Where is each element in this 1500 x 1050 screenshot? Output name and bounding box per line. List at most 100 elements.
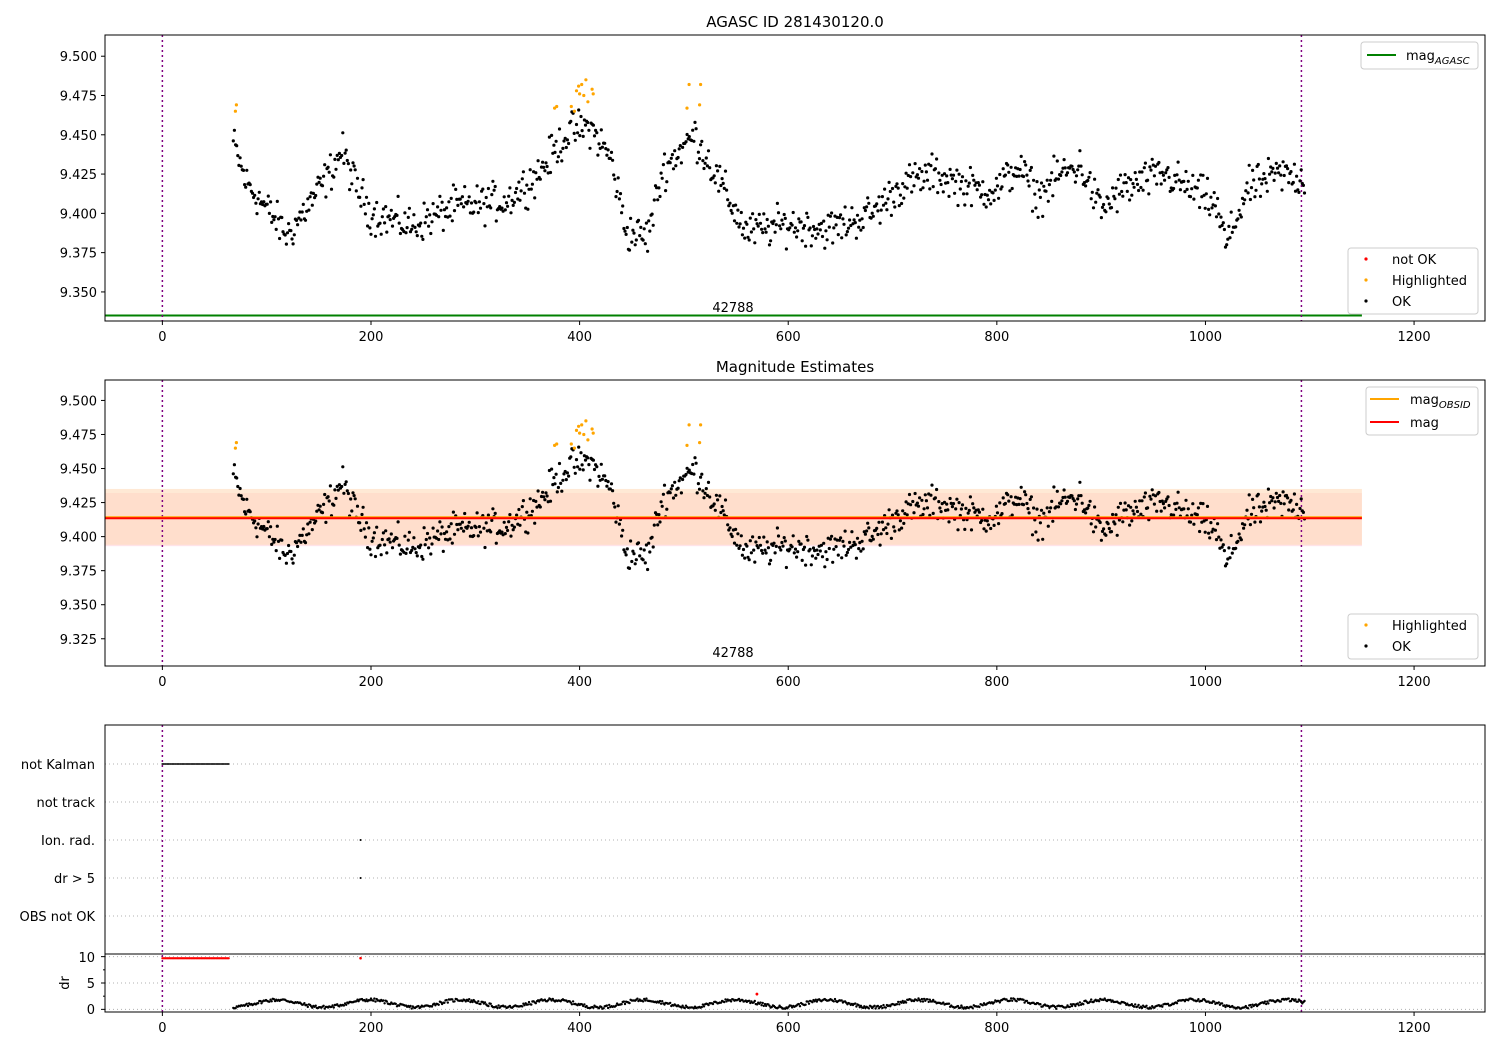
dr-point <box>372 999 375 1002</box>
ok-point <box>957 501 961 505</box>
ok-point <box>578 467 582 471</box>
highlighted-point <box>586 100 590 104</box>
ok-point <box>685 132 689 137</box>
ok-point <box>900 526 904 530</box>
dr-point <box>942 1001 945 1004</box>
ok-point <box>521 499 526 503</box>
ok-point <box>925 178 930 182</box>
ok-point <box>639 547 643 551</box>
ok-point <box>1273 500 1277 504</box>
ok-point <box>760 548 764 553</box>
flag-point-not-kalman <box>227 763 230 765</box>
panel2-frame <box>104 379 1486 667</box>
ok-point <box>823 565 827 569</box>
ok-point <box>1264 181 1268 185</box>
dr-point <box>234 1007 237 1010</box>
ok-point <box>769 239 773 243</box>
ok-point <box>326 165 330 169</box>
ok-point <box>678 144 682 148</box>
ok-point <box>543 498 547 502</box>
ok-point <box>955 168 959 172</box>
ok-point <box>841 217 845 221</box>
ok-point <box>447 200 451 204</box>
ok-point <box>945 174 949 178</box>
ok-point <box>766 546 771 550</box>
ok-point <box>1272 506 1276 510</box>
ok-point <box>458 197 462 201</box>
ok-point <box>703 161 707 165</box>
ok-point <box>852 218 856 222</box>
ok-point <box>1277 171 1281 175</box>
ok-point <box>307 532 311 536</box>
ok-point <box>421 237 425 241</box>
flag-point-not-kalman <box>177 763 180 765</box>
ok-point <box>290 237 294 241</box>
ok-point <box>1143 491 1147 495</box>
ok-point <box>390 224 395 228</box>
ok-point <box>1220 223 1224 227</box>
ok-point <box>244 512 248 516</box>
dr-point <box>365 998 368 1001</box>
ok-point <box>289 549 293 554</box>
ok-point <box>1140 170 1144 174</box>
ok-point <box>895 182 899 186</box>
dr-point <box>1249 1003 1252 1007</box>
dr-point <box>1009 997 1013 1000</box>
ok-point <box>287 222 291 226</box>
ok-point <box>1146 178 1150 182</box>
ok-point <box>346 162 350 166</box>
ok-point <box>378 221 382 225</box>
ok-point <box>1093 177 1097 181</box>
ok-point <box>1133 499 1137 503</box>
ok-point <box>561 146 565 150</box>
ok-point <box>1029 165 1033 170</box>
ok-point <box>431 202 435 206</box>
dr-point <box>916 999 919 1002</box>
ok-point <box>946 181 950 185</box>
ok-point <box>1042 184 1046 188</box>
ok-point <box>1134 505 1138 509</box>
x-tick-label: 1000 <box>1189 1021 1222 1036</box>
ok-point <box>1177 506 1181 510</box>
ok-point <box>1174 180 1178 184</box>
ok-point <box>299 218 303 222</box>
ok-point <box>1032 506 1036 510</box>
ok-point <box>845 550 850 555</box>
dr-point <box>900 1001 903 1004</box>
ok-point <box>1164 171 1168 175</box>
dr-point <box>681 1004 684 1007</box>
ok-point <box>358 521 362 525</box>
ok-point <box>728 526 732 530</box>
dr-point <box>832 1000 835 1003</box>
ok-point <box>871 537 875 541</box>
ok-point <box>491 507 495 511</box>
ok-point <box>297 539 301 543</box>
ok-point <box>1019 485 1023 489</box>
ok-point <box>800 558 804 563</box>
dr-point <box>1088 1000 1092 1003</box>
ok-point <box>746 235 750 239</box>
ok-point <box>734 203 738 207</box>
ok-point <box>855 536 860 540</box>
ok-point <box>737 546 741 551</box>
ok-point <box>971 502 975 506</box>
ok-point <box>947 520 951 524</box>
ok-point <box>284 242 288 246</box>
ok-point <box>938 178 942 182</box>
ok-point <box>362 527 366 531</box>
ok-point <box>753 560 757 564</box>
legend2-ok-marker <box>1364 644 1368 648</box>
ok-point <box>629 216 633 220</box>
ok-point <box>1172 186 1176 191</box>
ok-point <box>1273 171 1277 175</box>
ok-point <box>712 502 716 506</box>
ok-point <box>1175 173 1179 177</box>
ok-point <box>664 189 668 193</box>
ok-point <box>1221 221 1225 225</box>
panel1-title: AGASC ID 281430120.0 <box>706 13 884 31</box>
ok-point <box>1175 501 1179 505</box>
dr-point <box>978 1005 981 1009</box>
ok-point <box>1295 174 1299 178</box>
ok-point <box>573 138 577 142</box>
ok-point <box>840 556 844 560</box>
